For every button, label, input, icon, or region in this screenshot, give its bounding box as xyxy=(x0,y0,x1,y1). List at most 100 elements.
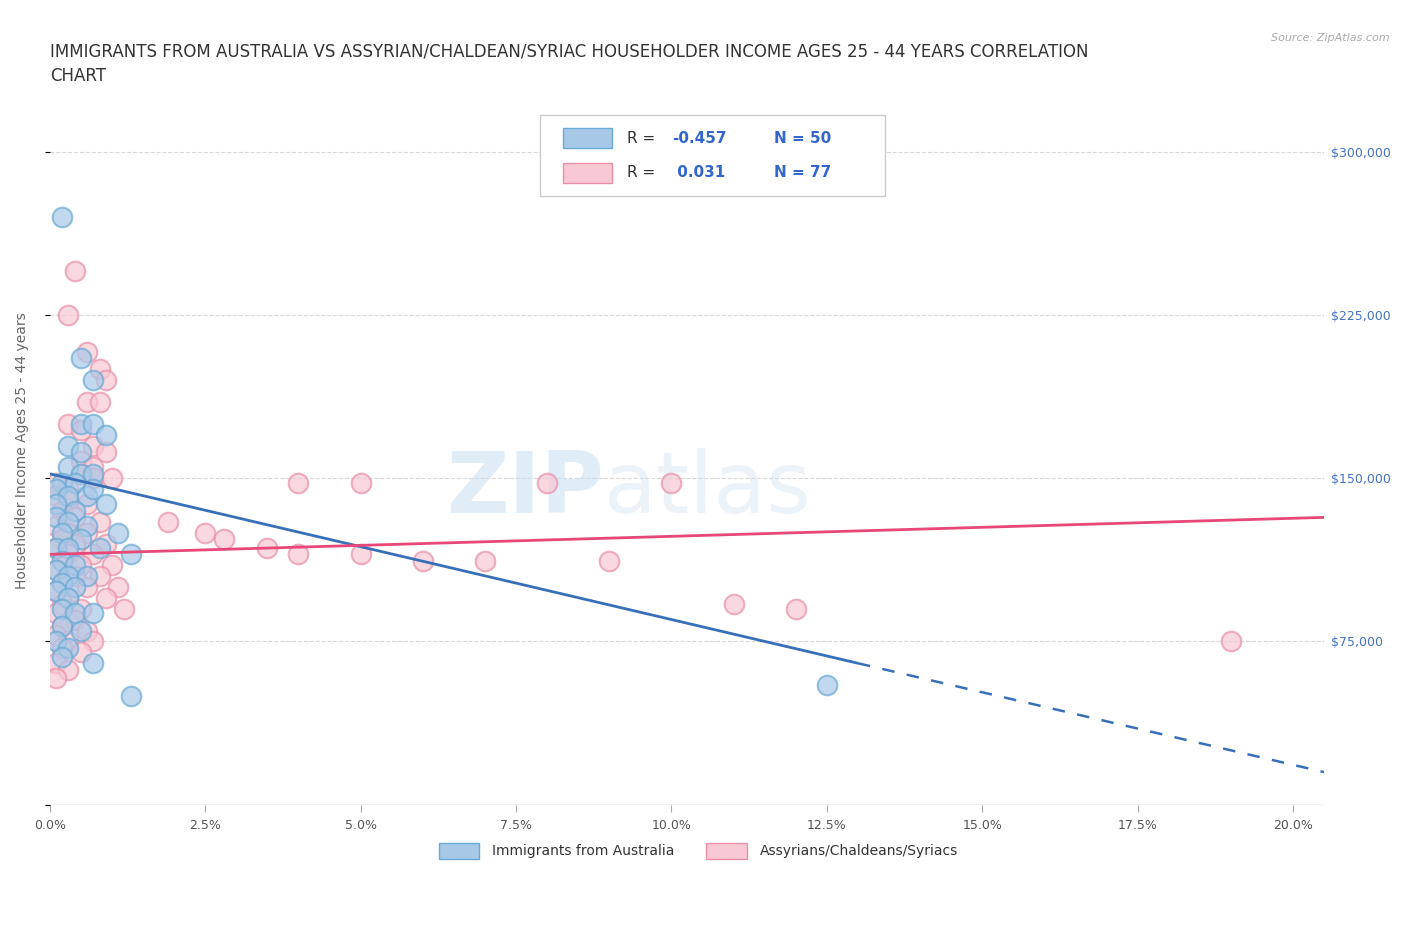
Text: Assyrians/Chaldeans/Syriacs: Assyrians/Chaldeans/Syriacs xyxy=(759,844,957,857)
Point xyxy=(89,514,111,529)
Point xyxy=(76,519,98,534)
Point xyxy=(58,308,80,323)
Point xyxy=(101,558,124,573)
Point xyxy=(63,605,86,620)
Point xyxy=(82,459,104,474)
Point xyxy=(661,475,683,490)
Point xyxy=(63,475,86,490)
Point xyxy=(76,394,98,409)
Text: IMMIGRANTS FROM AUSTRALIA VS ASSYRIAN/CHALDEAN/SYRIAC HOUSEHOLDER INCOME AGES 25: IMMIGRANTS FROM AUSTRALIA VS ASSYRIAN/CH… xyxy=(49,43,1088,85)
Point xyxy=(107,579,129,594)
Point xyxy=(58,662,80,677)
Point xyxy=(94,373,117,388)
Point xyxy=(474,553,496,568)
Point xyxy=(63,579,86,594)
Point xyxy=(82,547,104,562)
Point xyxy=(45,482,67,497)
Point xyxy=(45,488,67,503)
Point xyxy=(194,525,217,540)
Point xyxy=(287,475,309,490)
Point xyxy=(45,634,67,649)
Point xyxy=(70,466,93,481)
Text: -0.457: -0.457 xyxy=(672,131,727,146)
Point xyxy=(70,644,93,659)
Point xyxy=(70,623,93,638)
Text: Source: ZipAtlas.com: Source: ZipAtlas.com xyxy=(1271,33,1389,43)
Point xyxy=(63,558,86,573)
Point xyxy=(70,466,93,481)
Point xyxy=(51,618,73,633)
Point xyxy=(45,475,67,490)
Point xyxy=(76,569,98,584)
Point xyxy=(45,605,67,620)
Point xyxy=(70,445,93,459)
Point xyxy=(723,597,745,612)
Point xyxy=(82,656,104,671)
Point xyxy=(58,591,80,605)
Point xyxy=(45,671,67,686)
Text: ZIP: ZIP xyxy=(447,448,605,531)
Point xyxy=(63,612,86,627)
Y-axis label: Householder Income Ages 25 - 44 years: Householder Income Ages 25 - 44 years xyxy=(15,312,30,590)
Point xyxy=(94,445,117,459)
Point xyxy=(58,488,80,503)
Point xyxy=(94,427,117,442)
Point xyxy=(58,641,80,656)
Point xyxy=(350,475,373,490)
Point xyxy=(58,438,80,453)
Text: Immigrants from Australia: Immigrants from Australia xyxy=(492,844,675,857)
Point xyxy=(76,579,98,594)
Point xyxy=(82,471,104,485)
Point xyxy=(815,678,838,693)
Point xyxy=(82,482,104,497)
Point xyxy=(70,558,93,573)
Text: atlas: atlas xyxy=(605,448,813,531)
Point xyxy=(82,373,104,388)
Point xyxy=(58,591,80,605)
Point xyxy=(70,423,93,438)
Point xyxy=(94,497,117,512)
Point xyxy=(107,525,129,540)
Point xyxy=(45,584,67,599)
Point xyxy=(51,576,73,591)
Text: R =: R = xyxy=(627,166,661,180)
Point xyxy=(58,417,80,432)
Point xyxy=(45,519,67,534)
Text: N = 77: N = 77 xyxy=(773,166,831,180)
Point xyxy=(51,503,73,518)
Point xyxy=(51,618,73,633)
Point xyxy=(51,597,73,612)
Point xyxy=(63,536,86,551)
Point xyxy=(89,540,111,555)
Bar xyxy=(706,843,747,858)
Point xyxy=(70,453,93,468)
Point xyxy=(63,264,86,279)
Point xyxy=(212,532,235,547)
Point xyxy=(51,649,73,664)
Bar xyxy=(540,115,884,196)
Point xyxy=(70,532,93,547)
Point xyxy=(76,623,98,638)
Point xyxy=(76,497,98,512)
Point xyxy=(101,471,124,485)
Point xyxy=(70,417,93,432)
Point xyxy=(412,553,434,568)
Point xyxy=(51,209,73,224)
Point xyxy=(82,438,104,453)
Point xyxy=(45,628,67,643)
Point xyxy=(598,553,620,568)
Point xyxy=(45,563,67,578)
Point xyxy=(82,634,104,649)
Point xyxy=(45,563,67,578)
Point xyxy=(51,602,73,617)
Point xyxy=(45,656,67,671)
Point xyxy=(536,475,558,490)
Text: N = 50: N = 50 xyxy=(773,131,831,146)
Point xyxy=(120,688,142,703)
Point xyxy=(45,584,67,599)
Point xyxy=(89,394,111,409)
Point xyxy=(58,459,80,474)
Bar xyxy=(564,163,612,183)
Point xyxy=(45,540,67,555)
Point xyxy=(45,510,67,525)
